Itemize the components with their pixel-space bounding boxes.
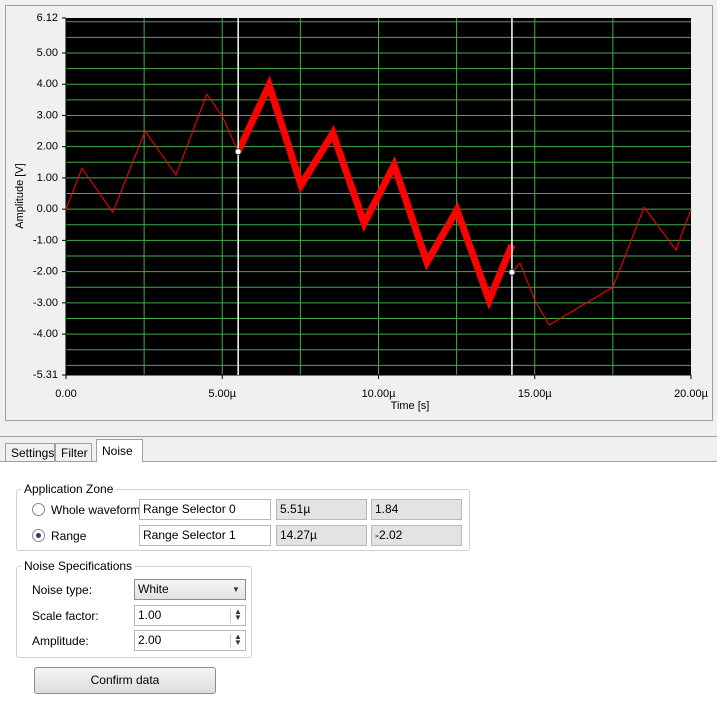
dropdown-arrow[interactable]: ▼ xyxy=(232,585,240,594)
x-tick-label: 20.00µ xyxy=(674,388,709,400)
y-tick-label: 0.00 xyxy=(37,203,58,215)
cursor-marker xyxy=(234,148,242,156)
x-tick-label: 10.00µ xyxy=(362,388,397,400)
radio-button[interactable] xyxy=(32,529,45,542)
radio-label[interactable]: Whole waveform xyxy=(51,503,141,517)
y-value-field: 1.84 xyxy=(371,499,462,520)
radio-label[interactable]: Range xyxy=(51,529,87,543)
spin-box[interactable]: 2.00 xyxy=(134,630,246,651)
field-label: Scale factor: xyxy=(32,609,99,623)
y-tick-label: -4.00 xyxy=(33,328,58,340)
y-tick-label: 4.00 xyxy=(37,78,58,90)
spin-arrows[interactable]: ▲ ▼ xyxy=(230,608,242,623)
y-tick-label: 6.12 xyxy=(37,12,58,24)
y-tick-label: 5.00 xyxy=(37,47,58,59)
tab[interactable]: Settings xyxy=(5,443,55,461)
x-tick-label: 15.00µ xyxy=(518,388,553,400)
radio-button[interactable] xyxy=(32,503,45,516)
group-title: Application Zone xyxy=(21,483,117,495)
y-tick-label: 3.00 xyxy=(37,109,58,121)
chart: Time [s] Amplitude [V] 6.12 5.00 4.00 3.00 2… xyxy=(14,12,709,412)
waveform xyxy=(65,93,239,214)
y-tick-label: 2.00 xyxy=(37,141,58,153)
y-tick-label: -3.00 xyxy=(33,297,58,309)
y-tick-label: 1.00 xyxy=(37,172,58,184)
y-tick-label: -1.00 xyxy=(33,234,58,246)
field-label: Noise type: xyxy=(32,583,93,597)
field-label: Amplitude: xyxy=(32,634,89,648)
tab[interactable]: Filter xyxy=(55,443,92,461)
chart-frame xyxy=(5,5,713,421)
x-axis-label: Time [s] xyxy=(391,400,430,412)
tab[interactable]: Noise xyxy=(96,439,143,462)
x-tick-label: 0.00 xyxy=(55,388,76,400)
waveform xyxy=(235,75,516,310)
spin-arrows[interactable]: ▲ ▼ xyxy=(230,633,242,648)
x-tick-label: 5.00µ xyxy=(208,388,236,400)
y-tick-label: -2.00 xyxy=(33,266,58,278)
application-zone-group xyxy=(16,489,470,551)
selector-field[interactable]: Range Selector 0 xyxy=(139,499,271,520)
y-tick-label: -5.31 xyxy=(33,369,58,381)
y-value-field: -2.02 xyxy=(371,525,462,546)
cursor-marker xyxy=(508,268,516,276)
confirm-button[interactable]: Confirm data xyxy=(34,667,216,694)
y-axis-label: Amplitude [V] xyxy=(14,163,26,228)
separator xyxy=(0,436,717,437)
selector-field[interactable]: Range Selector 1 xyxy=(139,525,271,546)
dropdown[interactable]: White xyxy=(134,579,246,600)
waveform xyxy=(511,206,692,326)
spin-box[interactable]: 1.00 xyxy=(134,605,246,626)
x-value-field: 5.51µ xyxy=(276,499,367,520)
x-value-field: 14.27µ xyxy=(276,525,367,546)
group-title: Noise Specifications xyxy=(21,560,136,572)
